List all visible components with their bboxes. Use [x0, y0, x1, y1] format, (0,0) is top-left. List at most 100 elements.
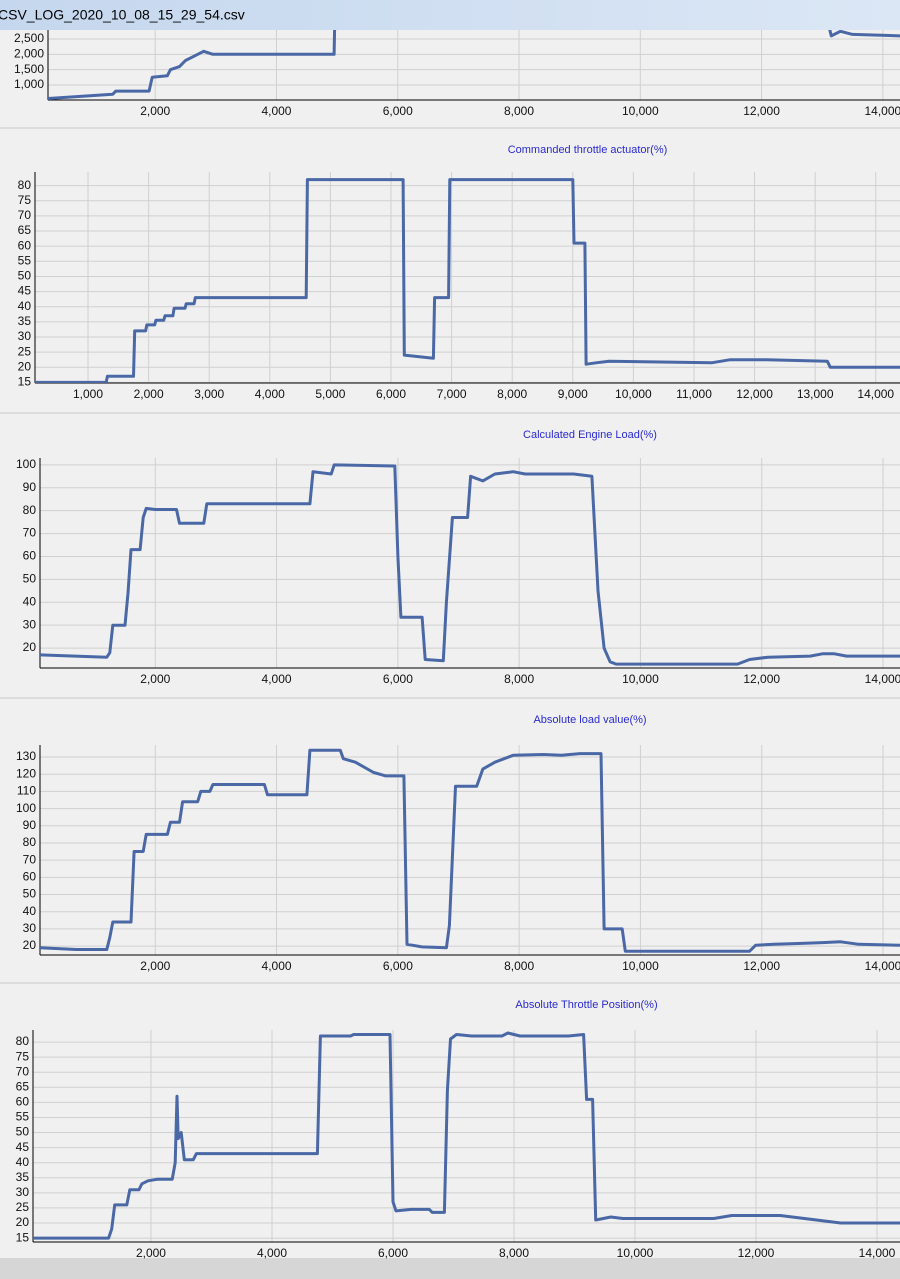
chart-title: Absolute Throttle Position(%)	[515, 999, 657, 1011]
x-tick-label: 4,000	[262, 959, 292, 973]
y-tick-label: 15	[18, 375, 32, 389]
x-tick-label: 6,000	[376, 387, 406, 401]
y-tick-label: 50	[23, 887, 37, 901]
y-tick-label: 45	[18, 284, 32, 298]
x-tick-label: 6,000	[383, 959, 413, 973]
x-tick-label: 8,000	[504, 672, 534, 686]
title-bar	[0, 0, 900, 30]
y-tick-label: 80	[16, 1034, 30, 1048]
y-tick-label: 45	[16, 1140, 30, 1154]
x-tick-label: 12,000	[743, 959, 780, 973]
x-tick-label: 2,000	[136, 1246, 166, 1260]
x-tick-label: 4,000	[261, 104, 291, 118]
chart-title: Commanded throttle actuator(%)	[508, 144, 668, 156]
x-tick-label: 13,000	[797, 387, 834, 401]
x-tick-label: 6,000	[383, 104, 413, 118]
y-tick-label: 2,000	[14, 47, 44, 61]
x-tick-label: 14,000	[865, 959, 900, 973]
y-tick-label: 25	[16, 1200, 30, 1214]
y-tick-label: 120	[16, 766, 36, 780]
x-tick-label: 12,000	[738, 1246, 775, 1260]
chart-panel: Commanded throttle actuator(%) 15 20253035…	[18, 144, 900, 401]
x-tick-label: 2,000	[140, 959, 170, 973]
x-tick-label: 14,000	[864, 104, 900, 118]
chart-panel: Calculated Engine Load(%) 20 30 40 50 60 70 80 9…	[16, 429, 900, 686]
window-title: CSV_LOG_2020_10_08_15_29_54.csv	[0, 7, 245, 23]
y-tick-label: 60	[23, 549, 37, 563]
y-tick-label: 2,500	[14, 31, 44, 45]
y-tick-label: 75	[16, 1049, 30, 1063]
y-tick-label: 70	[18, 208, 32, 222]
y-tick-label: 90	[23, 480, 37, 494]
y-tick-label: 80	[23, 503, 37, 517]
x-tick-label: 4,000	[262, 672, 292, 686]
y-tick-label: 20	[16, 1215, 30, 1229]
y-tick-label: 40	[23, 904, 37, 918]
y-tick-label: 1,500	[14, 62, 44, 76]
x-tick-label: 4,000	[255, 387, 285, 401]
data-line	[40, 463, 900, 666]
x-tick-label: 2,000	[140, 672, 170, 686]
chart-title: Absolute load value(%)	[533, 714, 646, 726]
y-tick-label: 50	[23, 572, 37, 586]
y-tick-label: 60	[23, 869, 37, 883]
y-tick-label: 30	[16, 1185, 30, 1199]
x-tick-label: 10,000	[615, 387, 652, 401]
y-tick-label: 90	[23, 818, 37, 832]
scroll-bar[interactable]	[0, 1258, 900, 1279]
y-tick-label: 80	[23, 835, 37, 849]
x-tick-label: 8,000	[504, 959, 534, 973]
y-tick-label: 75	[18, 193, 32, 207]
y-tick-label: 55	[18, 253, 32, 267]
y-tick-label: 130	[16, 749, 36, 763]
data-line	[48, 30, 900, 100]
y-tick-label: 80	[18, 178, 32, 192]
x-tick-label: 14,000	[859, 1246, 896, 1260]
x-tick-label: 12,000	[743, 104, 780, 118]
y-tick-label: 65	[16, 1079, 30, 1093]
x-tick-label: 3,000	[194, 387, 224, 401]
x-tick-label: 1,000	[73, 387, 103, 401]
y-tick-label: 60	[18, 238, 32, 252]
y-tick-label: 65	[18, 223, 32, 237]
x-tick-label: 10,000	[622, 104, 659, 118]
y-tick-label: 70	[23, 526, 37, 540]
x-tick-label: 6,000	[383, 672, 413, 686]
y-tick-label: 40	[18, 299, 32, 313]
y-tick-label: 15	[16, 1230, 30, 1244]
y-tick-label: 35	[18, 314, 32, 328]
x-tick-label: 11,000	[676, 387, 712, 401]
chart-title: Calculated Engine Load(%)	[523, 429, 657, 441]
data-line	[33, 1031, 900, 1240]
x-tick-label: 14,000	[865, 672, 900, 686]
y-tick-label: 50	[18, 269, 32, 283]
y-tick-label: 40	[23, 594, 37, 608]
chart-panel: Absolute load value(%) 20 30 40 50 60 70 80 90 10…	[16, 714, 900, 973]
x-tick-label: 4,000	[257, 1246, 287, 1260]
y-tick-label: 1,000	[14, 77, 44, 91]
x-tick-label: 9,000	[558, 387, 588, 401]
y-tick-label: 50	[16, 1125, 30, 1139]
data-line	[40, 748, 900, 953]
y-tick-label: 25	[18, 344, 32, 358]
x-tick-label: 6,000	[378, 1246, 408, 1260]
y-tick-label: 110	[17, 784, 36, 798]
y-tick-label: 70	[23, 852, 37, 866]
y-tick-label: 30	[18, 329, 32, 343]
y-tick-label: 100	[16, 801, 36, 815]
x-tick-label: 2,000	[134, 387, 164, 401]
x-tick-label: 12,000	[743, 672, 780, 686]
x-tick-label: 2,000	[140, 104, 170, 118]
y-tick-label: 70	[16, 1064, 30, 1078]
x-tick-label: 8,000	[497, 387, 527, 401]
data-line	[35, 178, 900, 383]
y-tick-label: 30	[23, 617, 37, 631]
x-tick-label: 5,000	[315, 387, 345, 401]
x-tick-label: 8,000	[499, 1246, 529, 1260]
x-tick-label: 10,000	[622, 959, 659, 973]
y-tick-label: 30	[23, 921, 37, 935]
y-tick-label: 60	[16, 1095, 30, 1109]
